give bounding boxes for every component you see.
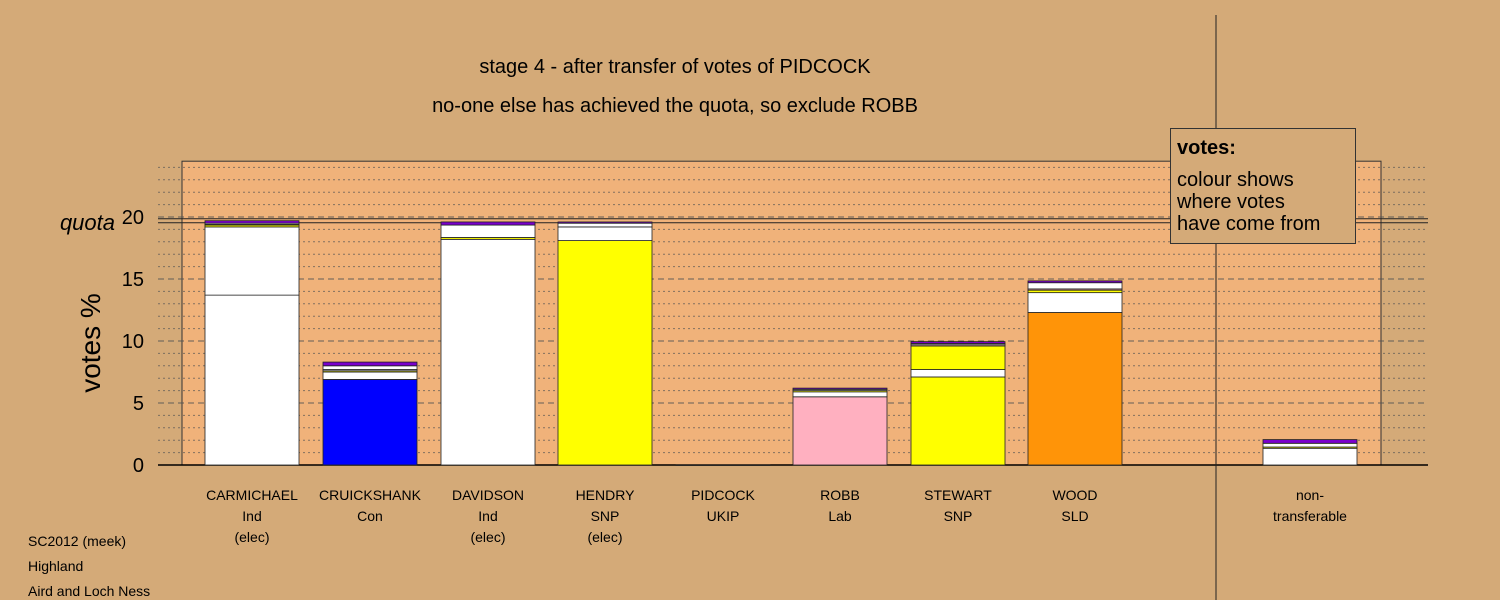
bar-segment	[557, 240, 653, 466]
bar-segment	[204, 294, 300, 466]
candidate-party: Ind	[242, 508, 261, 524]
bar-segment	[1262, 439, 1358, 444]
y-axis-label: votes %	[75, 293, 106, 393]
bar-segment	[675, 464, 771, 466]
bar-segment	[910, 369, 1006, 378]
chart-title: stage 4 - after transfer of votes of PID…	[479, 56, 871, 78]
x-axis-labels: CARMICHAEL Ind (elec) CRUICKSHANK Con DAVIDSO…	[206, 487, 1347, 545]
bar-segment	[792, 391, 888, 398]
candidate-status: (elec)	[234, 529, 269, 545]
candidate-party: transferable	[1273, 508, 1347, 524]
candidate-party: Ind	[478, 508, 497, 524]
footer-ward: Aird and Loch Ness	[28, 583, 150, 599]
legend-line: colour shows	[1177, 169, 1294, 191]
candidate-status: (elec)	[470, 529, 505, 545]
candidate-party: Lab	[828, 508, 852, 524]
y-tick-label: 10	[122, 331, 144, 353]
bar-segment	[557, 222, 653, 228]
footer-council: Highland	[28, 558, 83, 574]
bar-segment	[322, 371, 418, 380]
candidate-party: SNP	[944, 508, 973, 524]
candidate-party: SNP	[591, 508, 620, 524]
bar-segment	[1262, 447, 1358, 466]
y-tick-label: 5	[133, 393, 144, 415]
bar-segment	[557, 226, 653, 241]
candidate-party: SLD	[1061, 508, 1088, 524]
bar-segment	[910, 341, 1006, 344]
candidate-name: PIDCOCK	[691, 487, 755, 503]
candidate-name: WOOD	[1052, 487, 1097, 503]
bar-segment	[1027, 280, 1123, 284]
candidate-party: Con	[357, 508, 383, 524]
y-tick-label: 20	[122, 207, 144, 229]
bar-segment	[440, 238, 536, 466]
y-tick-label: 15	[122, 269, 144, 291]
bar-segment	[910, 345, 1006, 370]
bar-segment	[322, 361, 418, 367]
legend-line: where votes	[1177, 191, 1285, 213]
y-tick-label: 0	[133, 455, 144, 477]
candidate-party: UKIP	[707, 508, 740, 524]
candidate-name: ROBB	[820, 487, 860, 503]
candidate-name: HENDRY	[576, 487, 636, 503]
candidate-status: (elec)	[587, 529, 622, 545]
bar-segment	[322, 365, 418, 370]
candidate-name: CARMICHAEL	[206, 487, 298, 503]
quota-label: quota	[60, 210, 115, 235]
bar-segment	[440, 221, 536, 226]
bar-segment	[557, 221, 653, 224]
bar-segment	[792, 387, 888, 390]
bar-segment	[792, 396, 888, 466]
candidate-name: non-	[1296, 487, 1324, 503]
bar-segment	[1027, 292, 1123, 313]
bar-segment	[204, 220, 300, 224]
chart-subtitle: no-one else has achieved the quota, so e…	[432, 95, 918, 117]
bar-segment	[910, 376, 1006, 466]
bar-segment	[1027, 282, 1123, 290]
footer-method: SC2012 (meek)	[28, 533, 126, 549]
legend: votes: colour shows where votes have com…	[1170, 128, 1356, 244]
candidate-name: STEWART	[924, 487, 992, 503]
candidate-name: CRUICKSHANK	[319, 487, 422, 503]
bar-segment	[1262, 442, 1358, 448]
legend-title: votes:	[1177, 137, 1236, 159]
legend-line: have come from	[1177, 213, 1321, 235]
bar-segment	[322, 379, 418, 466]
bar-segment	[440, 224, 536, 238]
bar-segment	[1027, 312, 1123, 466]
candidate-name: DAVIDSON	[452, 487, 524, 503]
bar-segment	[204, 226, 300, 296]
